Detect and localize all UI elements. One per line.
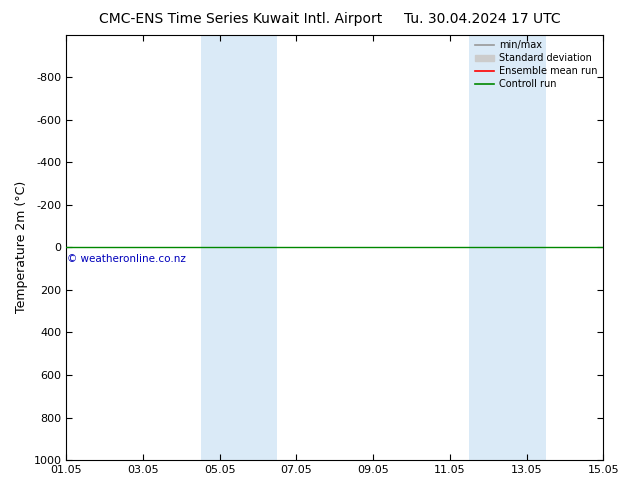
Text: © weatheronline.co.nz: © weatheronline.co.nz xyxy=(67,254,186,264)
Bar xyxy=(469,35,546,460)
Legend: min/max, Standard deviation, Ensemble mean run, Controll run: min/max, Standard deviation, Ensemble me… xyxy=(470,37,601,93)
Text: Tu. 30.04.2024 17 UTC: Tu. 30.04.2024 17 UTC xyxy=(403,12,560,26)
Y-axis label: Temperature 2m (°C): Temperature 2m (°C) xyxy=(15,181,28,314)
Text: CMC-ENS Time Series Kuwait Intl. Airport: CMC-ENS Time Series Kuwait Intl. Airport xyxy=(100,12,382,26)
Bar xyxy=(200,35,277,460)
